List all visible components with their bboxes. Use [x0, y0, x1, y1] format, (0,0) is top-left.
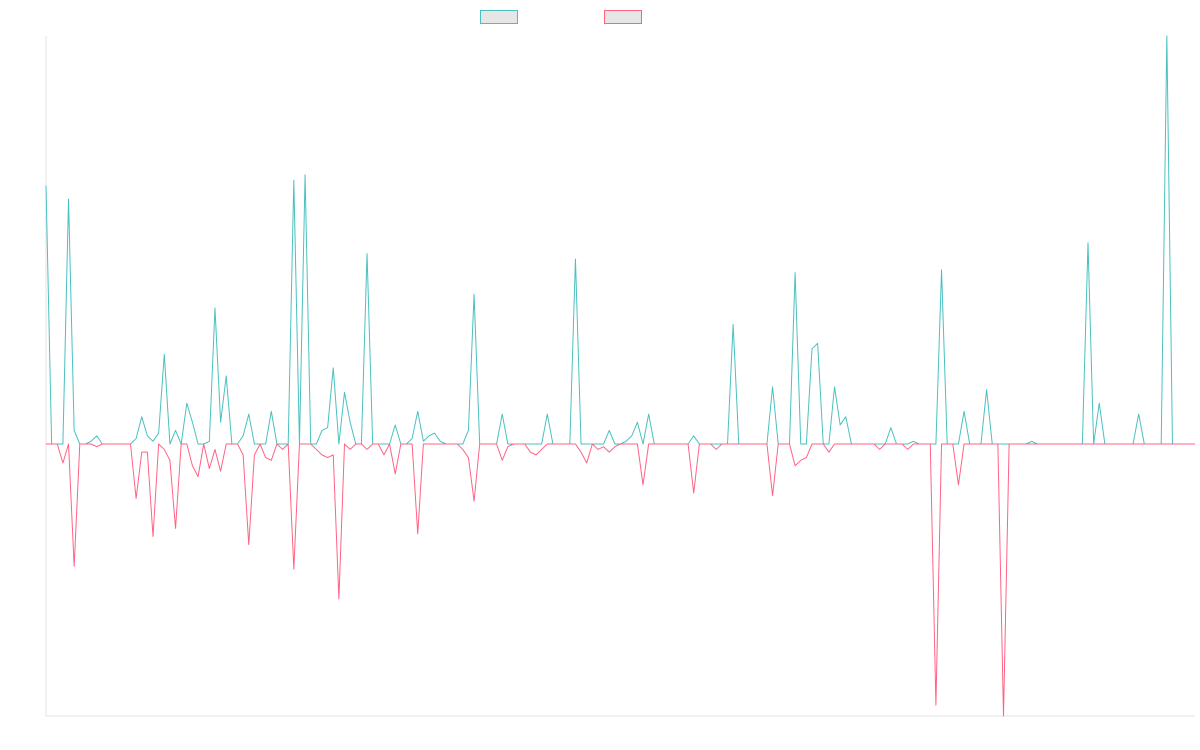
legend-item-series-2[interactable] [604, 8, 648, 26]
legend [0, 8, 1200, 28]
series-line-1 [45, 35, 1184, 445]
series-line-2 [46, 443, 1195, 717]
legend-swatch-series-1 [480, 10, 518, 24]
legend-item-series-1[interactable] [480, 8, 524, 26]
legend-swatch-series-2 [604, 10, 642, 24]
